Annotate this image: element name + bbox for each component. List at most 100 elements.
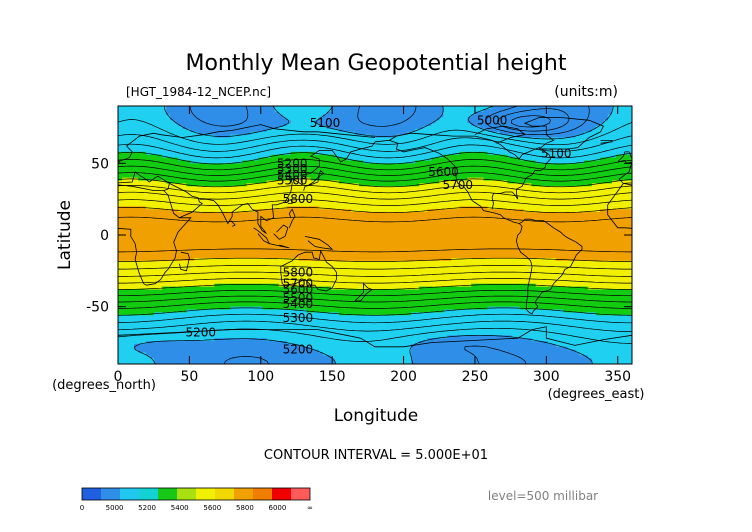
- field-cell: [555, 171, 561, 176]
- field-cell: [158, 186, 163, 190]
- field-cell: [138, 169, 143, 173]
- field-cell: [479, 151, 485, 156]
- field-cell: [403, 166, 408, 170]
- field-cell: [182, 166, 187, 170]
- field-cell: [238, 154, 244, 159]
- field-cell: [503, 117, 509, 121]
- field-cell: [611, 163, 617, 167]
- field-cell: [250, 117, 256, 121]
- field-cell: [342, 128, 348, 133]
- field-cell: [346, 143, 352, 147]
- field-cell: [230, 137, 236, 141]
- field-cell: [350, 108, 356, 113]
- field-cell: [314, 126, 320, 130]
- field-cell: [138, 166, 143, 170]
- field-cell: [547, 108, 553, 113]
- field-cell: [314, 174, 320, 179]
- field-cell: [583, 131, 589, 136]
- field-cell: [519, 134, 525, 139]
- field-cell: [154, 117, 159, 121]
- field-cell: [338, 183, 344, 187]
- field-cell: [326, 137, 332, 141]
- field-cell: [415, 169, 420, 173]
- field-cell: [599, 128, 605, 133]
- field-cell: [379, 154, 384, 159]
- field-cell: [599, 108, 605, 113]
- field-cell: [431, 177, 436, 182]
- field-cell: [427, 149, 432, 153]
- field-cell: [302, 117, 308, 121]
- field-cell: [555, 128, 561, 133]
- field-cell: [551, 154, 557, 159]
- field-cell: [334, 140, 340, 144]
- field-cell: [342, 123, 348, 127]
- field-cell: [443, 111, 448, 116]
- field-cell: [278, 106, 284, 110]
- field-cell: [218, 180, 224, 184]
- field-cell: [535, 183, 541, 187]
- field-cell: [467, 177, 472, 182]
- field-cell: [182, 146, 187, 150]
- field-cell: [190, 146, 195, 150]
- field-cell: [322, 180, 328, 184]
- field-cell: [403, 157, 408, 162]
- field-cell: [126, 108, 131, 113]
- field-cell: [435, 169, 440, 173]
- field-cell: [563, 163, 569, 167]
- field-cell: [551, 174, 557, 179]
- field-cell: [459, 146, 464, 150]
- field-cell: [503, 151, 509, 156]
- field-cell: [471, 171, 476, 176]
- field-cell: [491, 146, 497, 150]
- field-cell: [539, 143, 545, 147]
- field-cell: [475, 163, 481, 167]
- field-cell: [202, 111, 207, 116]
- field-cell: [543, 143, 549, 147]
- field-cell: [431, 114, 436, 119]
- field-cell: [318, 183, 324, 187]
- field-cell: [222, 174, 228, 179]
- field-cell: [439, 169, 444, 173]
- field-cell: [238, 151, 244, 156]
- field-cell: [274, 111, 280, 116]
- field-cell: [222, 154, 228, 159]
- field-cell: [182, 183, 187, 187]
- field-cell: [350, 171, 356, 176]
- field-cell: [503, 146, 509, 150]
- field-cell: [427, 160, 432, 164]
- field-cell: [503, 149, 509, 153]
- field-cell: [407, 166, 412, 170]
- field-cell: [483, 106, 489, 110]
- field-cell: [214, 166, 219, 170]
- field-cell: [539, 131, 545, 136]
- field-cell: [495, 137, 501, 141]
- field-cell: [407, 114, 412, 119]
- field-cell: [451, 111, 456, 116]
- field-cell: [515, 169, 521, 173]
- field-cell: [591, 134, 597, 139]
- field-cell: [539, 183, 545, 187]
- field-cell: [362, 171, 368, 176]
- field-cell: [595, 146, 601, 150]
- field-cell: [399, 146, 404, 150]
- field-cell: [587, 169, 593, 173]
- field-cell: [158, 117, 163, 121]
- field-cell: [387, 128, 392, 133]
- field-cell: [274, 157, 280, 162]
- field-cell: [350, 149, 356, 153]
- field-cell: [238, 108, 244, 113]
- field-cell: [242, 128, 248, 133]
- field-cell: [310, 134, 316, 139]
- field-cell: [615, 174, 621, 179]
- field-cell: [615, 117, 621, 121]
- field-cell: [198, 131, 203, 136]
- field-cell: [479, 180, 485, 184]
- field-cell: [282, 108, 288, 113]
- field-cell: [483, 143, 489, 147]
- field-cell: [178, 108, 183, 113]
- field-cell: [190, 137, 195, 141]
- field-cell: [342, 120, 348, 124]
- field-cell: [190, 149, 195, 153]
- field-cell: [467, 108, 472, 113]
- field-cell: [603, 177, 609, 182]
